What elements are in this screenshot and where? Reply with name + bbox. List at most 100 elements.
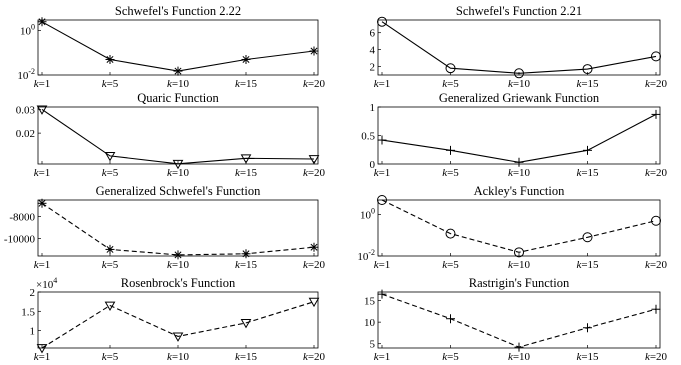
x-tick-label: k=5 <box>102 259 119 271</box>
chart-title: Schwefel's Function 2.22 <box>115 4 241 18</box>
chart-title: Generalized Schwefel's Function <box>96 184 261 198</box>
panel-2: Schwefel's Function 2.21 2 4 6 k=1 k=5 k=10 k=1… <box>370 4 668 90</box>
x-tick-label: k=10 <box>508 167 531 179</box>
data-point <box>445 63 456 74</box>
x-tick-label: k=20 <box>303 167 326 179</box>
data-point <box>241 249 251 259</box>
x-tick-label: k=20 <box>303 78 326 90</box>
data-point <box>172 159 184 170</box>
y-tick-label: -8000 <box>9 211 35 223</box>
y-tick-label: 0.03 <box>16 104 36 116</box>
panel-6: Ackley's Function 100 10-2k=1 k=5 k=10 k=15 k=… <box>357 184 667 271</box>
series-line <box>41 301 315 349</box>
y-tick-label: 100 <box>360 207 375 222</box>
series-line <box>41 21 315 72</box>
x-tick-label: k=1 <box>34 78 51 90</box>
y-tick-label: 2 <box>30 287 36 299</box>
y-tick-label: 10-2 <box>17 67 35 82</box>
chart-title: Generalized Griewank Function <box>439 91 600 105</box>
y-tick-label: 0.02 <box>16 128 35 140</box>
chart-title: Rastrigin's Function <box>469 276 570 290</box>
y-tick-label: 1 <box>30 326 36 338</box>
data-point <box>582 232 593 243</box>
series-line <box>381 199 657 253</box>
chart-title: Ackley's Function <box>474 184 566 198</box>
data-point <box>377 289 387 299</box>
x-tick-label: k=10 <box>167 351 190 363</box>
data-point <box>514 247 524 258</box>
x-tick-label: k=5 <box>102 78 119 90</box>
data-point <box>514 342 524 352</box>
x-tick-label: k=15 <box>235 259 258 271</box>
data-point <box>308 297 320 308</box>
panel-4: Generalized Griewank Function 0 0.5 1 k=1 k=5… <box>361 91 667 179</box>
plot-frame <box>377 106 661 165</box>
x-tick-label: k=10 <box>508 259 531 271</box>
x-tick-label: k=20 <box>303 351 326 363</box>
y-tick-label: 10-2 <box>357 248 375 263</box>
plot-frame <box>37 291 319 349</box>
y-tick-label: 6 <box>370 28 376 40</box>
y-tick-label: 2 <box>370 62 376 74</box>
data-point <box>651 215 661 226</box>
x-tick-label: k=10 <box>508 78 531 90</box>
x-tick-label: k=15 <box>235 78 258 90</box>
data-point <box>173 66 183 76</box>
chart-title: Rosenbrock's Function <box>121 276 236 290</box>
data-point <box>445 228 456 239</box>
series-line <box>381 293 657 348</box>
x-tick-label: k=1 <box>34 351 51 363</box>
data-point <box>104 152 116 162</box>
x-tick-label: k=10 <box>167 78 190 90</box>
data-point <box>582 64 593 75</box>
x-tick-label: k=1 <box>374 167 391 179</box>
y-tick-label: 0 <box>370 159 376 171</box>
y-tick-label: 100 <box>20 23 35 38</box>
panel-8: Rastrigin's Function 5 10 15 k=1 k=5 k=10 k=15 k… <box>364 276 668 363</box>
series-line <box>41 202 315 256</box>
data-point <box>377 16 387 27</box>
data-point <box>105 244 115 254</box>
series-line <box>381 21 657 74</box>
x-tick-label: k=5 <box>102 167 119 179</box>
data-point <box>37 17 47 27</box>
x-tick-label: k=10 <box>167 259 190 271</box>
x-tick-label: k=5 <box>442 78 459 90</box>
x-tick-label: k=5 <box>442 351 459 363</box>
y-tick-label: 15 <box>364 296 376 308</box>
x-tick-label: k=15 <box>235 167 258 179</box>
data-point <box>309 46 319 56</box>
x-tick-label: k=15 <box>576 167 599 179</box>
panel-5: Generalized Schwefel's Function -8000 -100… <box>4 184 326 271</box>
data-point <box>36 344 48 354</box>
data-point <box>173 250 183 260</box>
x-tick-label: k=5 <box>442 259 459 271</box>
data-point <box>309 242 319 252</box>
x-tick-label: k=5 <box>102 351 119 363</box>
data-point <box>104 301 116 312</box>
x-tick-label: k=1 <box>374 259 391 271</box>
data-point <box>651 109 661 119</box>
series-line <box>41 108 315 165</box>
x-tick-label: k=20 <box>645 351 668 363</box>
x-tick-label: k=10 <box>508 351 531 363</box>
y-tick-label: -10000 <box>4 233 36 245</box>
x-tick-label: k=1 <box>34 167 51 179</box>
data-point <box>514 68 524 79</box>
data-point <box>240 154 252 164</box>
data-point <box>240 319 252 329</box>
data-point <box>583 323 592 333</box>
data-point <box>36 105 48 115</box>
x-tick-label: k=20 <box>645 78 668 90</box>
panel-1: Schwefel's Function 2.22 100 10-2k=1 k=5 k=1… <box>17 4 325 90</box>
panel-3: Quaric Function 0.02 0.03 k=1 k=5 k=10 k=15 k=2… <box>16 91 326 179</box>
x-tick-label: k=15 <box>576 259 599 271</box>
data-point <box>377 195 387 205</box>
data-point <box>651 304 661 314</box>
y-tick-label: 10 <box>364 317 376 329</box>
x-tick-label: k=20 <box>303 259 326 271</box>
x-tick-label: k=15 <box>235 351 258 363</box>
x-tick-label: k=1 <box>374 78 391 90</box>
panel-7: Rosenbrock's Function 1 1.5 2×104 k=1 k=5 k=10… <box>21 276 325 363</box>
y-tick-label: 5 <box>370 339 376 351</box>
